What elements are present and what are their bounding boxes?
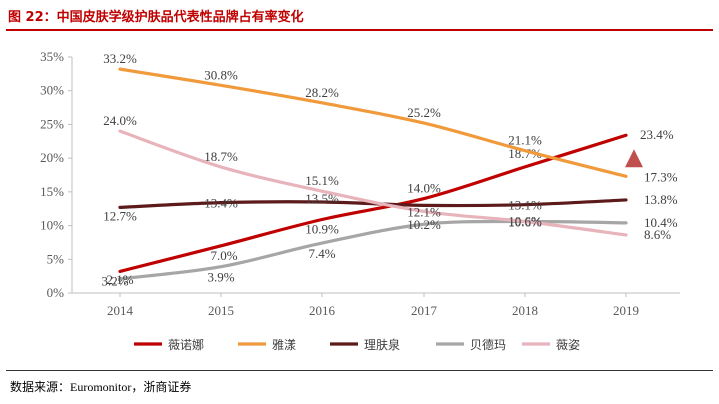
y-tick-label: 15% bbox=[40, 184, 64, 199]
data-label: 7.0% bbox=[210, 248, 237, 263]
footer-divider bbox=[6, 370, 713, 371]
legend-label: 雅漾 bbox=[272, 337, 296, 352]
series-薇诺娜: 3.2%7.0%10.9%14.0%18.7%23.4% bbox=[101, 127, 673, 288]
legend-item-雅漾: 雅漾 bbox=[238, 337, 296, 352]
data-label: 15.1% bbox=[305, 173, 339, 188]
y-tick-label: 35% bbox=[40, 49, 64, 64]
data-label: 21.1% bbox=[508, 133, 542, 148]
x-tick-label: 2018 bbox=[512, 303, 538, 318]
x-tick-label: 2016 bbox=[309, 303, 336, 318]
legend-label: 薇诺娜 bbox=[168, 338, 204, 352]
legend-item-薇姿: 薇姿 bbox=[522, 338, 580, 352]
data-label: 25.2% bbox=[407, 105, 441, 120]
data-label: 13.5% bbox=[305, 191, 339, 206]
series-line-薇姿 bbox=[118, 129, 628, 237]
series-雅漾: 33.2% 30.8% 28.2% 25.2% 21.1% 17.3% bbox=[103, 51, 678, 184]
data-label: 23.4% bbox=[640, 127, 674, 142]
data-label: 12.1% bbox=[407, 204, 441, 219]
series-贝德玛: 2.1% 3.9% 7.4% 10.2% 10.6% 10.4% bbox=[106, 215, 677, 287]
legend-label: 薇姿 bbox=[556, 338, 580, 352]
y-tick-label: 0% bbox=[47, 285, 65, 300]
series-line-贝德玛 bbox=[118, 219, 628, 281]
data-label: 30.8% bbox=[204, 67, 238, 82]
data-label: 14.0% bbox=[407, 181, 441, 196]
source-note: 数据来源：Euromonitor，浙商证券 bbox=[10, 380, 192, 394]
data-label: 17.3% bbox=[644, 169, 678, 184]
x-tick-label: 2017 bbox=[411, 303, 438, 318]
y-tick-label: 5% bbox=[47, 251, 65, 266]
series-line-雅漾 bbox=[118, 67, 628, 178]
y-tick-label: 20% bbox=[40, 150, 64, 165]
data-label: 10.4% bbox=[644, 215, 678, 230]
market-share-line-chart: 0% 5% 10% 15% 20% 25% 30% 35% 2014 2015 2016 2017 20… bbox=[40, 49, 680, 352]
x-tick-label: 2019 bbox=[613, 303, 639, 318]
y-tick-label: 10% bbox=[40, 218, 64, 233]
data-label: 33.2% bbox=[103, 51, 137, 66]
data-label: 10.6% bbox=[508, 214, 542, 229]
up-triangle-icon bbox=[625, 149, 643, 168]
series-line-薇诺娜 bbox=[118, 133, 628, 274]
legend-label: 贝德玛 bbox=[470, 337, 506, 352]
data-label: 13.1% bbox=[508, 198, 542, 213]
data-label: 28.2% bbox=[305, 85, 339, 100]
x-tick-label: 2014 bbox=[107, 303, 134, 318]
series-薇姿: 24.0% 18.7% 15.1% 12.1% 10.6% 8.6% bbox=[103, 113, 671, 242]
figure-title: 图 22：中国皮肤学级护肤品代表性品牌占有率变化 bbox=[8, 10, 304, 25]
title-divider bbox=[6, 29, 713, 31]
data-label: 13.8% bbox=[644, 192, 678, 207]
data-label: 8.6% bbox=[644, 227, 671, 242]
y-tick-label: 25% bbox=[40, 116, 64, 131]
legend-item-薇诺娜: 薇诺娜 bbox=[134, 338, 204, 352]
data-label: 13.4% bbox=[204, 196, 238, 211]
legend-label: 理肤泉 bbox=[364, 337, 400, 352]
data-label: 10.2% bbox=[407, 217, 441, 232]
x-tick-label: 2015 bbox=[208, 303, 234, 318]
data-label: 12.7% bbox=[103, 208, 137, 223]
data-label: 3.9% bbox=[207, 270, 234, 285]
data-label: 7.4% bbox=[308, 246, 335, 261]
legend-item-理肤泉: 理肤泉 bbox=[330, 337, 400, 352]
legend-item-贝德玛: 贝德玛 bbox=[436, 337, 506, 352]
y-tick-label: 30% bbox=[40, 83, 64, 98]
data-label: 24.0% bbox=[103, 113, 137, 128]
data-label: 2.1% bbox=[106, 272, 133, 287]
data-label: 10.9% bbox=[305, 222, 339, 237]
data-label: 18.7% bbox=[204, 149, 238, 164]
